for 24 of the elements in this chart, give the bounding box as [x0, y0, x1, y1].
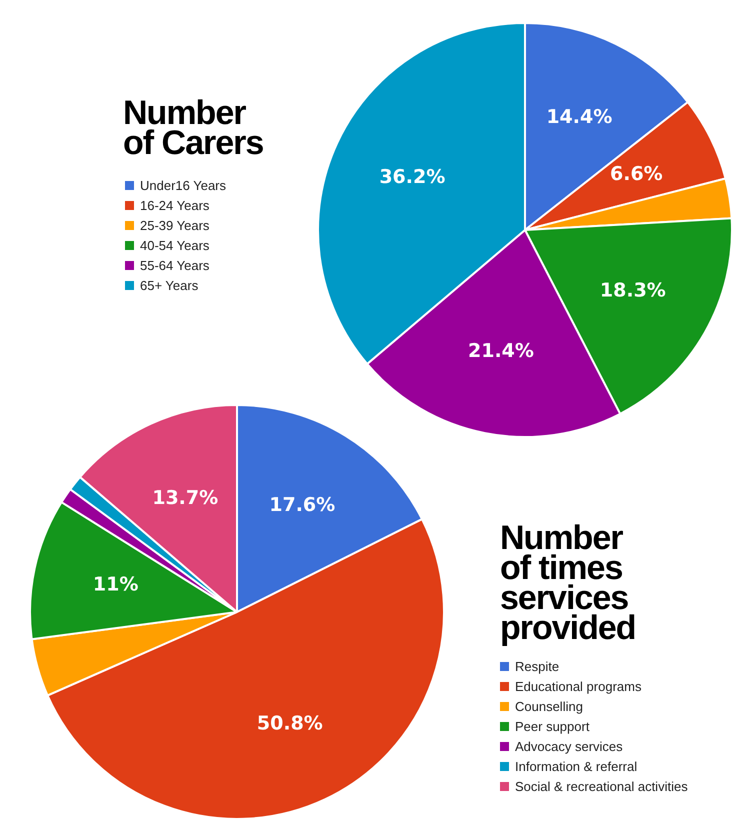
data-label: 17.6% [269, 494, 336, 516]
legend-label: Counselling [515, 699, 583, 714]
legend-label: 40-54 Years [140, 238, 210, 253]
data-label: 6.6% [610, 162, 663, 185]
legend-label: Information & referral [515, 759, 638, 774]
data-label: 21.4% [468, 340, 534, 362]
text: Number of Carers [123, 94, 264, 162]
legend-label: Social & recreational activities [515, 779, 688, 794]
legend-label: 55-64 Years [140, 258, 210, 273]
text: Number of times services provided [500, 519, 637, 647]
legend-label: Peer support [515, 719, 590, 734]
data-label: 50.8% [256, 712, 323, 734]
legend-label: Respite [515, 659, 560, 674]
legend-label: Advocacy services [515, 739, 623, 754]
data-label: 13.7% [152, 487, 218, 510]
legend-label: Educational programs [515, 679, 642, 694]
data-label: 36.2% [379, 166, 446, 188]
data-label: 18.3% [600, 279, 666, 302]
legend-label: 16-24 Years [140, 198, 210, 213]
legend-label: 25-39 Years [140, 218, 210, 233]
legend-label: Under16 Years [140, 178, 226, 193]
legend-label: 65+ Years [140, 278, 198, 293]
data-label: 14.4% [546, 106, 612, 128]
data-label: 11% [92, 574, 138, 596]
